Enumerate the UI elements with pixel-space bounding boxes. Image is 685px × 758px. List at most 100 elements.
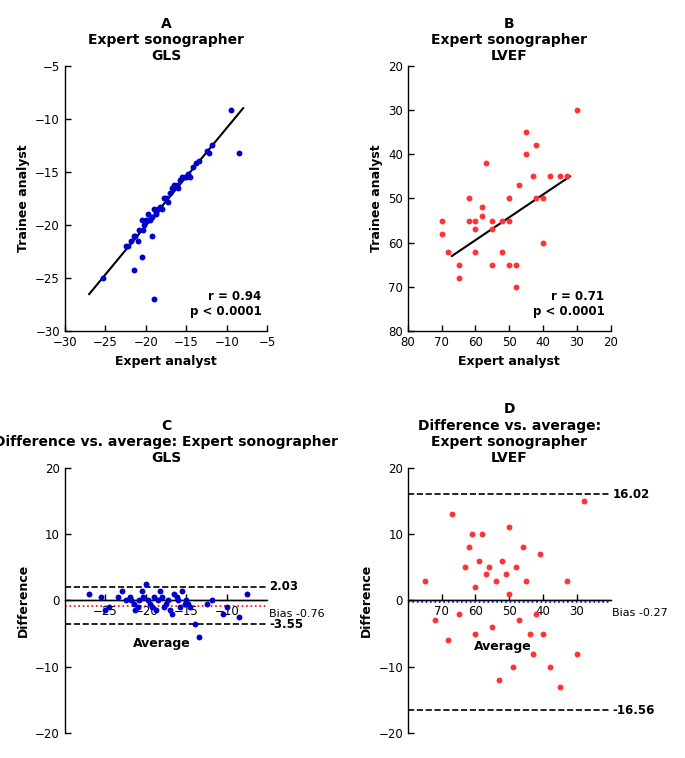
Text: -16.56: -16.56 <box>612 704 655 717</box>
Point <box>527 647 538 659</box>
Point <box>112 591 123 603</box>
Point <box>554 171 565 183</box>
Point <box>134 594 145 606</box>
Point <box>453 272 464 284</box>
Point <box>436 215 447 227</box>
Point <box>161 193 172 205</box>
Point <box>463 215 474 227</box>
Point <box>534 548 545 560</box>
Point <box>578 495 589 507</box>
Point <box>136 214 147 226</box>
Point <box>124 591 135 603</box>
Point <box>443 634 454 647</box>
Point <box>521 575 532 587</box>
Point <box>480 157 491 169</box>
Point <box>171 591 182 603</box>
Point <box>503 587 514 600</box>
Point <box>487 215 498 227</box>
Point <box>507 661 518 673</box>
Point <box>524 628 535 640</box>
Point <box>173 594 184 606</box>
Point <box>538 193 549 205</box>
Point <box>116 584 127 597</box>
Point <box>162 196 173 208</box>
Point <box>138 591 149 603</box>
Point <box>470 246 481 258</box>
Point <box>545 171 556 183</box>
Point <box>185 601 196 613</box>
Point <box>154 584 165 597</box>
Point <box>158 193 169 205</box>
Point <box>169 179 179 191</box>
Point <box>514 179 525 191</box>
Point <box>538 628 549 640</box>
Point <box>173 182 184 194</box>
Point <box>545 661 556 673</box>
Point <box>453 608 464 620</box>
Point <box>470 628 481 640</box>
Text: r = 0.94
p < 0.0001: r = 0.94 p < 0.0001 <box>190 290 262 318</box>
Point <box>487 621 498 633</box>
Point <box>185 171 196 183</box>
Point <box>510 258 521 271</box>
Text: 2.03: 2.03 <box>269 581 298 594</box>
Point <box>429 614 440 626</box>
Point <box>140 214 151 226</box>
Point <box>179 171 190 183</box>
Point <box>157 591 168 603</box>
Point <box>419 575 430 587</box>
Point <box>531 193 542 205</box>
Point <box>84 587 95 600</box>
Point <box>527 171 538 183</box>
Point <box>190 158 201 170</box>
Title: D
Difference vs. average:
Expert sonographer
LVEF: D Difference vs. average: Expert sonogra… <box>418 402 601 465</box>
Point <box>221 601 232 613</box>
Point <box>179 598 190 610</box>
Point <box>153 594 164 606</box>
Point <box>531 608 542 620</box>
Point <box>126 594 137 606</box>
Point <box>150 604 161 616</box>
Point <box>234 611 245 623</box>
Title: B
Expert sonographer
LVEF: B Expert sonographer LVEF <box>432 17 587 63</box>
Point <box>136 584 147 597</box>
Point <box>477 202 488 214</box>
Point <box>169 587 179 600</box>
Point <box>130 230 141 242</box>
Point <box>494 674 505 686</box>
Point <box>175 174 186 186</box>
Point <box>521 126 532 138</box>
Point <box>100 604 111 616</box>
Point <box>473 555 484 567</box>
Point <box>500 568 511 580</box>
Point <box>561 171 572 183</box>
Point <box>510 561 521 573</box>
Point <box>158 601 169 613</box>
Point <box>149 591 160 603</box>
Point <box>497 246 508 258</box>
Text: 16.02: 16.02 <box>612 487 649 500</box>
Y-axis label: Difference: Difference <box>16 564 29 637</box>
Point <box>188 161 199 173</box>
Point <box>143 214 154 226</box>
Point <box>193 631 204 643</box>
Point <box>166 182 177 194</box>
Point <box>470 581 481 594</box>
Text: Bias -0.76: Bias -0.76 <box>269 609 325 619</box>
Point <box>138 224 149 236</box>
Point <box>225 104 236 116</box>
Point <box>157 203 168 215</box>
Text: -3.55: -3.55 <box>269 618 303 631</box>
Point <box>132 235 143 247</box>
Point <box>521 148 532 160</box>
Point <box>443 246 454 258</box>
Point <box>177 171 188 183</box>
Point <box>166 608 177 620</box>
Point <box>436 228 447 240</box>
Point <box>139 219 150 231</box>
Point <box>503 215 514 227</box>
Point <box>130 604 141 616</box>
Point <box>477 528 488 540</box>
Point <box>503 258 514 271</box>
Point <box>538 236 549 249</box>
